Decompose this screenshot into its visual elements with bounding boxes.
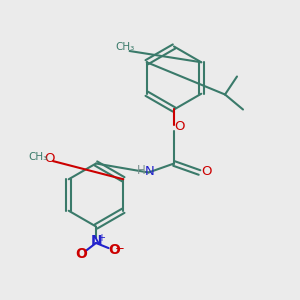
Text: N: N	[91, 234, 102, 248]
Text: O: O	[108, 243, 120, 257]
Text: −: −	[115, 242, 124, 255]
Text: N: N	[145, 165, 155, 178]
Text: H: H	[137, 164, 146, 177]
Text: O: O	[201, 165, 211, 178]
Text: CH₃: CH₃	[28, 152, 48, 162]
Text: +: +	[98, 233, 105, 243]
Text: O: O	[174, 120, 184, 134]
Text: O: O	[44, 152, 55, 166]
Text: CH₃: CH₃	[116, 41, 135, 52]
Text: O: O	[75, 247, 87, 261]
